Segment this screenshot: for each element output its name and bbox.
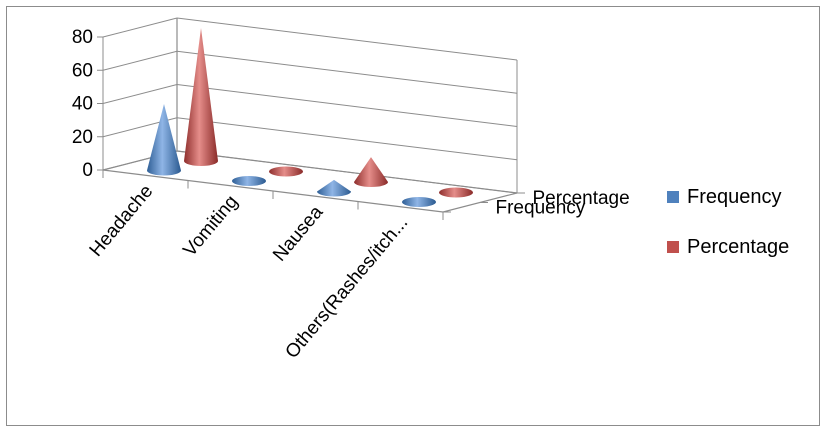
legend-swatch	[667, 241, 679, 253]
chart-area: 0 20 40 60 80 Headache Vomiting Nausea Others(Ra…	[6, 6, 820, 426]
cone-percentage-2	[354, 157, 388, 187]
gridline-back	[176, 84, 518, 127]
y-tick-label: 40	[72, 94, 93, 115]
gridline-side	[102, 17, 178, 38]
gridline-back	[176, 17, 518, 61]
cone-frequency-0	[147, 104, 181, 176]
cone-percentage-1	[269, 166, 303, 177]
cone-frequency-3	[402, 197, 436, 207]
legend-label: Frequency	[687, 186, 782, 208]
axes-layer	[97, 17, 525, 220]
x-category-label: Headache	[86, 181, 158, 261]
legend: Frequency Percentage	[667, 186, 789, 258]
marks-layer	[147, 28, 473, 207]
cone-percentage-0	[184, 28, 218, 166]
y-tick-label: 60	[72, 60, 93, 81]
y-tick-label: 0	[82, 160, 93, 181]
gridline-side	[102, 84, 178, 104]
cone-percentage-3	[439, 187, 473, 198]
legend-label: Percentage	[687, 236, 789, 258]
legend-swatch	[667, 191, 679, 203]
depth-axis-label: Frequency	[496, 197, 586, 218]
cone-frequency-1	[232, 176, 266, 186]
gridline-back	[176, 150, 518, 194]
gridline-side	[102, 50, 178, 71]
y-tick-label: 80	[72, 27, 93, 48]
x-category-label: Vomiting	[179, 191, 242, 260]
x-category-label: Nausea	[269, 202, 327, 266]
cone-frequency-2	[317, 179, 351, 197]
y-tick-label: 20	[72, 127, 93, 148]
depth-axis-label: Percentage	[533, 188, 630, 209]
gridline-back	[176, 117, 518, 161]
gridline-back	[176, 50, 518, 94]
